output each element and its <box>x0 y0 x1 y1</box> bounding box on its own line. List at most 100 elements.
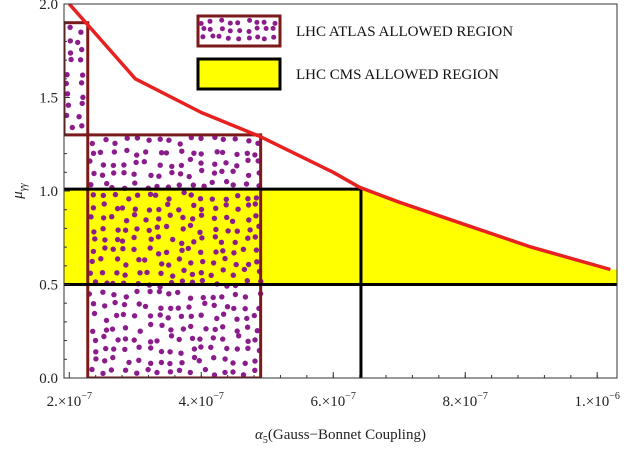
atlas-dot <box>109 326 116 332</box>
atlas-dot <box>212 326 218 333</box>
atlas-dot <box>198 135 204 141</box>
atlas-dot <box>186 304 192 310</box>
legend-dot <box>261 19 267 25</box>
legend-dot <box>254 19 260 25</box>
atlas-dot <box>181 267 187 273</box>
atlas-dot <box>90 205 97 211</box>
legend-dot <box>207 26 213 32</box>
atlas-dot <box>188 192 194 198</box>
atlas-dot <box>137 270 143 276</box>
atlas-dot <box>213 226 219 233</box>
atlas-dot <box>159 261 165 267</box>
x-tick-label: 1.×10−6 <box>575 391 620 410</box>
atlas-dot <box>189 271 196 278</box>
atlas-dot <box>167 360 173 367</box>
mu-curve <box>67 4 611 272</box>
atlas-dot <box>131 234 137 241</box>
atlas-dot <box>242 294 249 300</box>
atlas-dot <box>187 222 194 229</box>
atlas-dot <box>90 192 97 198</box>
atlas-dot <box>211 170 218 176</box>
atlas-dot <box>157 136 163 142</box>
atlas-dot <box>102 358 108 364</box>
atlas-dot <box>103 136 109 143</box>
atlas-dot <box>109 214 115 220</box>
atlas-dot <box>90 328 96 334</box>
atlas-dot <box>152 192 159 198</box>
atlas-dot <box>146 137 152 143</box>
atlas-dot <box>115 337 121 343</box>
atlas-dot <box>89 140 96 147</box>
atlas-dot <box>134 152 140 158</box>
atlas-dot <box>142 257 148 263</box>
atlas-dot <box>254 328 260 334</box>
atlas-dot <box>170 236 176 243</box>
atlas-dot <box>186 173 192 180</box>
atlas-dot <box>210 335 216 341</box>
legend-dot <box>235 20 241 26</box>
atlas-region-1 <box>64 22 88 135</box>
atlas-dot <box>158 150 165 156</box>
atlas-dot <box>213 205 219 211</box>
atlas-dot <box>121 170 127 176</box>
atlas-dot <box>134 370 140 376</box>
atlas-dot <box>158 305 164 311</box>
legend-dot <box>247 17 253 23</box>
atlas-dot <box>240 372 247 378</box>
atlas-dot <box>122 272 128 278</box>
legend-dot <box>219 26 225 32</box>
atlas-dot <box>122 367 129 373</box>
atlas-dot <box>198 151 204 157</box>
atlas-dot <box>112 191 119 198</box>
atlas-dot <box>252 152 258 158</box>
atlas-dot <box>208 344 214 350</box>
atlas-dot <box>119 205 126 211</box>
atlas-dot <box>134 135 141 141</box>
atlas-dot <box>234 151 240 158</box>
atlas-dot <box>180 326 187 332</box>
atlas-dot <box>123 218 130 224</box>
atlas-dot <box>234 228 240 234</box>
atlas-dot <box>156 288 163 295</box>
atlas-dot <box>211 355 217 361</box>
atlas-dot <box>230 369 236 375</box>
legend-swatch <box>196 57 282 91</box>
atlas-dot <box>168 327 174 333</box>
atlas-dot <box>180 226 186 232</box>
atlas-dot <box>176 367 183 373</box>
atlas-dot <box>176 207 182 213</box>
atlas-dot <box>197 229 203 235</box>
atlas-dot <box>122 325 129 331</box>
atlas-dot <box>163 223 170 230</box>
legend-dot <box>272 20 278 26</box>
atlas-dot <box>100 215 107 221</box>
atlas-dot <box>169 163 175 170</box>
atlas-dot <box>253 213 259 219</box>
atlas-dot <box>223 160 229 166</box>
atlas-dot <box>148 345 154 351</box>
atlas-dot <box>234 346 240 352</box>
x-tick-label: 6.×10−7 <box>311 391 356 410</box>
atlas-dot <box>120 311 127 318</box>
atlas-dot <box>65 102 72 108</box>
atlas-dot <box>131 212 138 218</box>
atlas-dot <box>211 302 217 308</box>
atlas-dot <box>136 257 142 263</box>
atlas-dot <box>235 193 241 199</box>
atlas-dot <box>154 338 160 344</box>
atlas-dot <box>146 207 153 213</box>
atlas-dot <box>188 313 194 319</box>
atlas-dot <box>175 305 181 311</box>
atlas-dot <box>97 149 104 155</box>
atlas-dot <box>208 272 214 278</box>
atlas-dot <box>242 306 248 312</box>
atlas-dot <box>190 182 196 188</box>
atlas-dot <box>220 248 226 254</box>
atlas-dot <box>121 162 127 168</box>
x-tick-label: 4.×10−7 <box>179 391 224 410</box>
atlas-dot <box>219 149 226 156</box>
atlas-dot <box>79 72 86 78</box>
atlas-dot <box>243 181 250 187</box>
atlas-dot <box>123 262 129 268</box>
